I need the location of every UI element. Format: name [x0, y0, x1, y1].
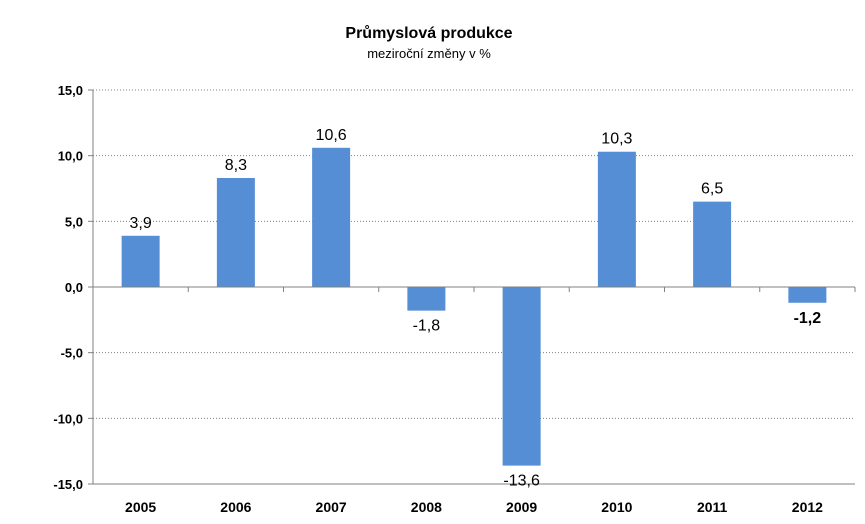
x-tick-label: 2008	[411, 499, 442, 515]
data-label: 10,3	[601, 131, 632, 148]
data-label: 6,5	[701, 181, 723, 198]
bar-2009	[502, 287, 541, 466]
data-label: -13,6	[503, 473, 540, 490]
x-tick-label: 2011	[697, 499, 728, 515]
data-label: 3,9	[130, 215, 152, 232]
bar-2012	[788, 287, 827, 303]
x-tick-label: 2006	[220, 499, 251, 515]
x-tick-label: 2010	[601, 499, 632, 515]
y-tick-label: -15,0	[53, 477, 83, 492]
axes	[92, 90, 856, 485]
chart-title: Průmyslová produkce	[345, 25, 512, 42]
bar-2006	[216, 177, 255, 287]
y-tick-label: -10,0	[53, 411, 83, 426]
y-tick-label: 10,0	[58, 149, 83, 164]
x-tick-label: 2007	[316, 499, 347, 515]
x-tick-label: 2012	[792, 499, 823, 515]
bars	[121, 147, 827, 466]
data-label: 10,6	[316, 127, 347, 144]
bar-2005	[121, 235, 160, 287]
x-axis-ticks: 2005 2006 2007 2008 2009 2010 2011 2012	[125, 499, 823, 515]
bar-2008	[407, 287, 446, 311]
y-axis-ticks: 15,0 10,0 5,0 0,0 -5,0 -10,0 -15,0	[53, 83, 93, 492]
y-tick-label: -5,0	[61, 346, 83, 361]
bar-2011	[693, 201, 732, 287]
bar-2007	[312, 147, 351, 287]
data-label: -1,8	[413, 318, 441, 335]
x-tick-label: 2005	[125, 499, 156, 515]
gridlines	[93, 89, 855, 419]
data-label: 8,3	[225, 157, 247, 174]
y-tick-label: 5,0	[65, 214, 83, 229]
data-labels: 3,9 8,3 10,6 -1,8 -13,6 10,3 6,5 -1,2	[130, 127, 822, 490]
data-label: -1,2	[794, 310, 822, 327]
bar-2010	[597, 151, 636, 287]
x-tick-label: 2009	[506, 499, 537, 515]
y-tick-label: 0,0	[65, 280, 83, 295]
chart-subtitle: meziroční změny v %	[367, 46, 491, 61]
y-tick-label: 15,0	[58, 83, 83, 98]
